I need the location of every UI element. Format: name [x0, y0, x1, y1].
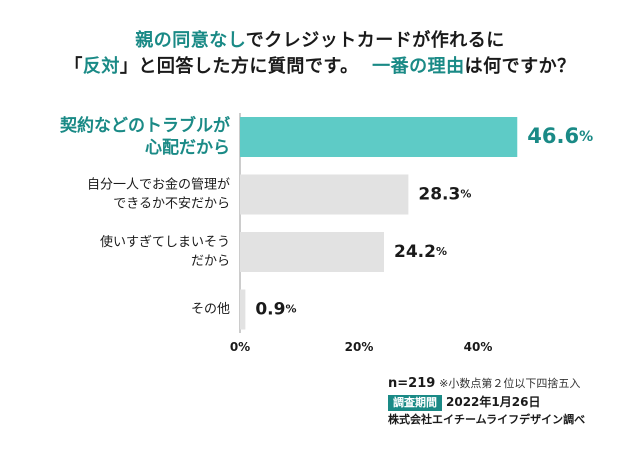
title-highlight-oppose: 反対	[82, 56, 120, 77]
title-highlight-parental-consent: 親の同意なし	[135, 30, 246, 51]
title-text-3: は何ですか？	[464, 56, 576, 77]
value-label-0: 46.6%	[527, 124, 593, 148]
rounding-note: ※小数点第２位以下四捨五入	[439, 377, 581, 390]
survey-period-badge: 調査期間	[388, 395, 442, 411]
category-label-1-line-0: 自分一人でお金の管理が	[87, 177, 230, 193]
chart-notes: n=219 ※小数点第２位以下四捨五入 調査期間 2022年1月26日 株式会社エ…	[388, 374, 585, 429]
x-tick-label-1: 20%	[345, 340, 374, 354]
chart-title-line-2: 「反対」と回答した方に質問です。 一番の理由は何ですか？	[0, 52, 640, 78]
value-label-1: 28.3%	[418, 185, 471, 205]
title-bracket-open: 「	[64, 56, 83, 77]
category-label-3-line-0: その他	[191, 302, 230, 317]
value-unit-2: %	[436, 245, 447, 258]
bar-1	[240, 174, 409, 215]
sample-size: n=219	[388, 376, 436, 391]
title-highlight-main-reason: 一番の理由	[372, 56, 465, 77]
bar-3	[240, 289, 246, 330]
category-label-1-line-1: できるか不安だから	[113, 197, 230, 212]
category-label-2-line-0: 使いすぎてしまいそう	[100, 234, 230, 250]
category-label-0-line-1: 心配だから	[145, 138, 230, 158]
value-unit-0: %	[579, 129, 593, 145]
x-tick-label-2: 40%	[464, 340, 493, 354]
category-label-2-line-1: だから	[191, 254, 230, 269]
title-text-2: 」と回答した方に質問です。	[119, 56, 359, 77]
chart-title-line-1: 親の同意なしでクレジットカードが作れるに	[0, 26, 640, 52]
title-text-1: でクレジットカードが作れるに	[245, 30, 505, 51]
value-unit-1: %	[460, 188, 471, 201]
category-label-0-line-0: 契約などのトラブルが	[59, 115, 230, 136]
bar-0	[240, 117, 518, 157]
value-label-2: 24.2%	[394, 242, 447, 262]
bar-2	[240, 232, 384, 272]
survey-date: 2022年1月26日	[446, 395, 541, 409]
x-tick-label-0: 0%	[230, 340, 250, 354]
survey-company: 株式会社エイチームライフデザイン調べ	[388, 413, 586, 426]
value-label-3: 0.9%	[255, 300, 296, 320]
value-unit-3: %	[285, 303, 296, 316]
